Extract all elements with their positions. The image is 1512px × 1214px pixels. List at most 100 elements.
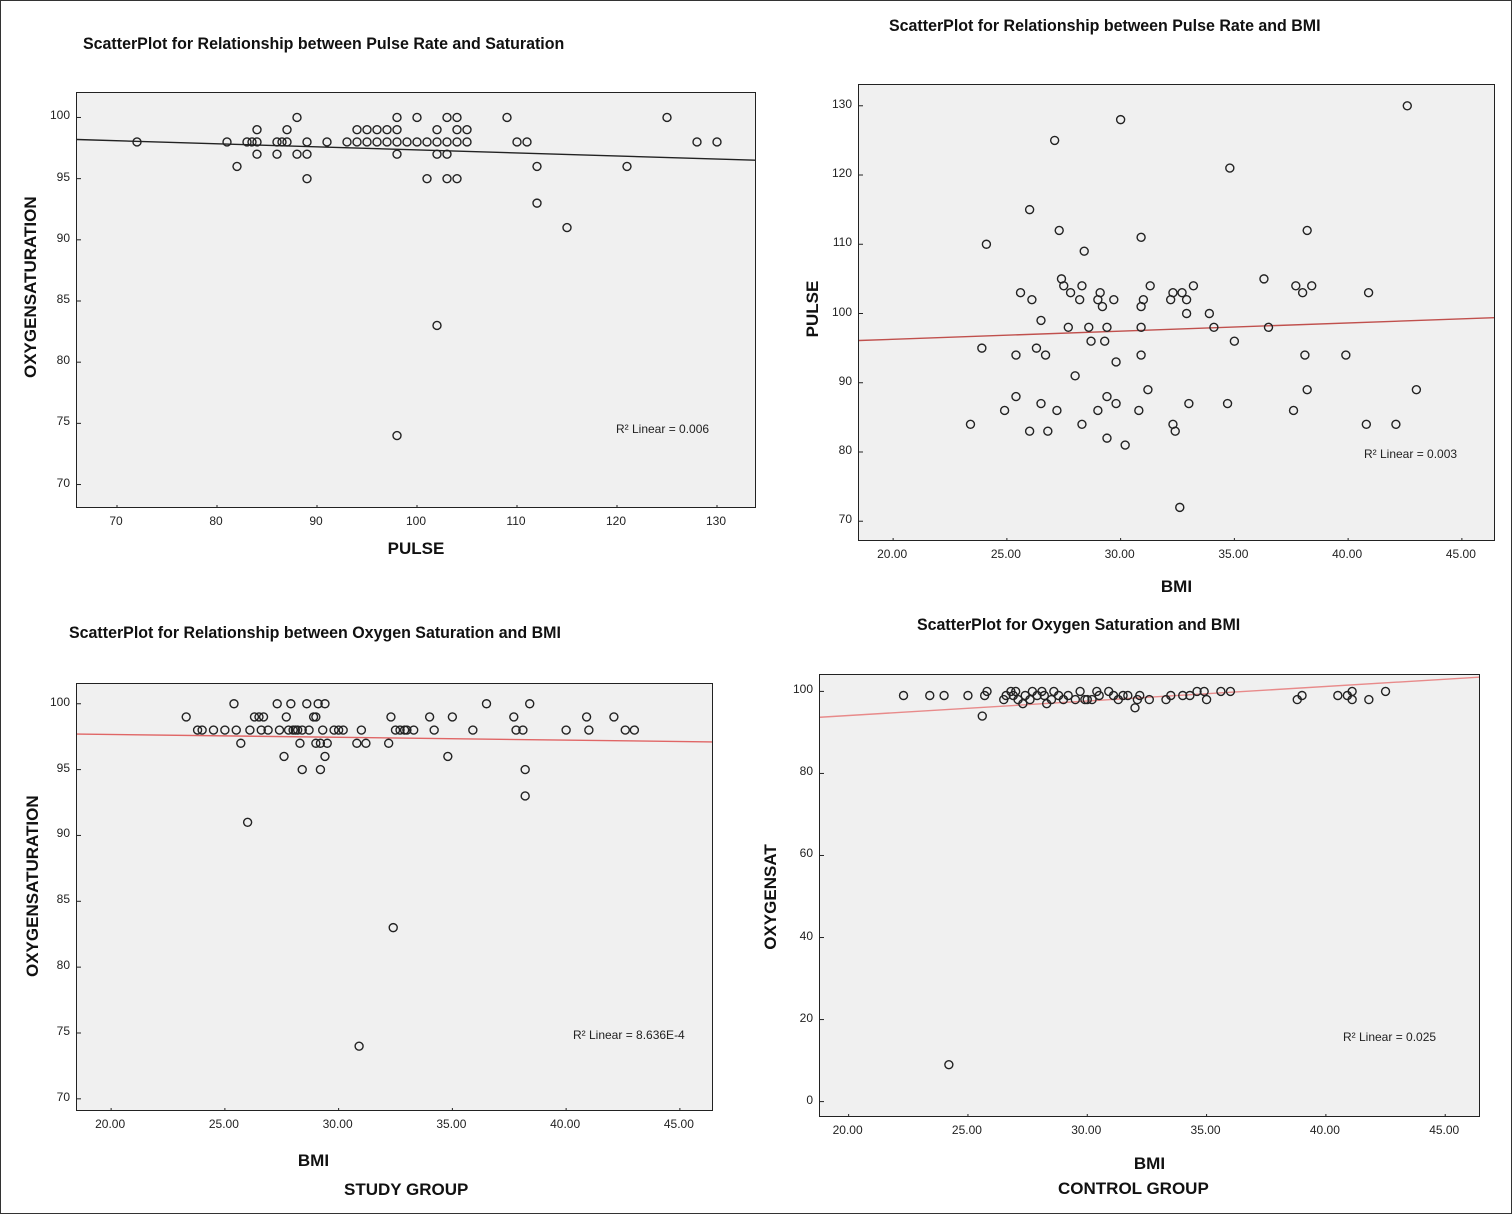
data-point [1178,690,1188,701]
group-label: STUDY GROUP [344,1180,469,1199]
x-tick-label: 20.00 [95,1117,126,1131]
data-point [424,712,435,722]
data-point [1302,384,1312,395]
data-point [1087,694,1097,705]
data-point [532,198,542,208]
data-point [1086,336,1096,346]
data-point [1111,398,1121,409]
data-point [1291,281,1301,291]
data-point [1093,405,1103,416]
fit-line [77,138,755,161]
x-tick-label: 40.00 [550,1117,581,1131]
data-point [481,699,492,709]
data-point [1036,315,1046,326]
y-axis-label: OXYGENSAT [761,844,780,950]
chart-title: ScatterPlot for Oxygen Saturation and BM… [917,615,1241,634]
data-point [1102,391,1112,402]
data-point [1170,426,1180,436]
data-point [1138,294,1149,305]
data-point [254,712,264,722]
data-point [1263,322,1274,333]
data-point [1181,308,1192,319]
data-point [1109,294,1119,305]
y-tick-label: 70 [838,512,852,527]
data-point [333,725,344,735]
data-point [1166,690,1176,701]
data-point [452,112,462,123]
data-point [1097,301,1108,312]
data-point [442,149,452,159]
data-point [317,725,328,735]
data-point [229,699,239,709]
data-point [982,686,992,697]
data-point [1024,204,1035,215]
x-tick-label: 40.00 [1332,547,1363,561]
data-point [443,751,453,762]
data-point [1209,322,1219,333]
x-tick-label: 35.00 [436,1117,467,1131]
data-point [1145,281,1155,291]
x-tick-label: 35.00 [1190,1123,1221,1137]
y-tick-label: 85 [56,892,70,907]
data-point [1018,699,1028,709]
y-tick-label: 100 [49,694,70,709]
y-tick-label: 85 [56,292,70,306]
y-tick-label: 80 [56,353,70,368]
data-point [1411,384,1422,395]
data-point [382,137,392,147]
data-point [1364,694,1374,705]
data-point [1402,101,1412,111]
y-tick-label: 70 [56,1089,70,1104]
y-tick-label: 80 [56,958,70,973]
data-point [422,137,432,147]
data-point [297,725,307,735]
x-tick-label: 120 [605,514,627,528]
data-point [1046,694,1057,705]
data-point [1082,694,1092,705]
data-point [662,112,672,123]
data-point [1059,281,1069,291]
data-point [356,725,367,735]
data-point [412,137,422,147]
data-point [1010,686,1021,697]
data-point [342,137,352,147]
data-point [292,725,303,735]
data-point [1222,398,1233,409]
x-axis-label: BMI [1133,1154,1166,1173]
data-point [432,149,442,159]
group-label: CONTROL GROUP [1058,1179,1209,1198]
data-point [1199,686,1209,697]
data-point [402,725,412,735]
plot-area [76,92,756,508]
x-tick-label: 45.00 [1445,547,1476,561]
data-point [242,137,252,147]
data-point [1216,686,1226,697]
plot-area [76,683,713,1111]
y-axis-label: OXYGENSATURATION [23,795,42,977]
data-point [302,137,312,147]
data-point [1130,703,1140,713]
data-point [304,725,314,735]
data-point [429,725,439,735]
chart-title: ScatterPlot for Relationship between Pul… [889,16,1321,35]
data-point [442,137,452,147]
chart-title: ScatterPlot for Relationship between Oxy… [69,623,561,642]
data-point [1307,281,1317,291]
data-point [999,405,1010,416]
r2-label: R² Linear = 0.003 [1364,447,1458,461]
x-tick-label: 30.00 [1071,1123,1102,1137]
data-point [231,725,241,735]
data-point [302,149,312,159]
data-point [383,738,394,748]
data-point [292,112,302,123]
data-point [1135,690,1145,701]
data-point [1102,322,1112,333]
data-point [1065,288,1076,298]
data-point [315,738,326,748]
data-point [1297,690,1307,701]
y-tick-label: 130 [831,96,852,111]
data-point [272,699,282,709]
data-point [1333,690,1343,701]
y-tick-label: 110 [832,235,852,250]
fit-line [859,317,1494,342]
